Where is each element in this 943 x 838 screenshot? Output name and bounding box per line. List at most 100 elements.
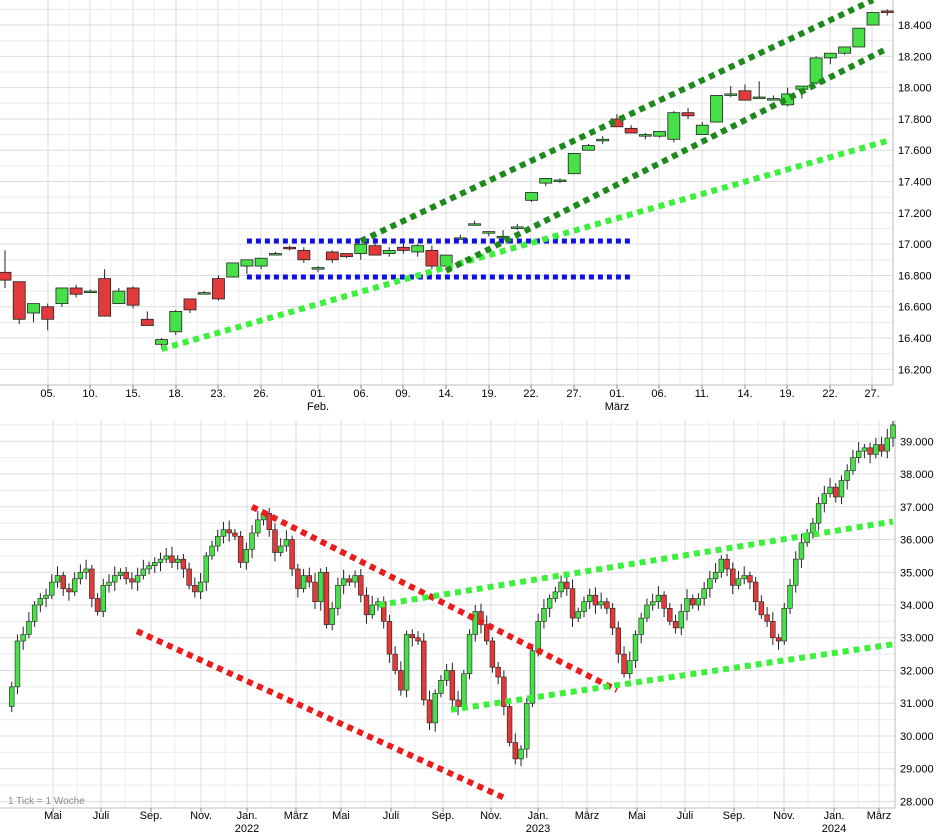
candle-body [890,424,896,439]
candle-body [98,278,112,317]
y-tick-label: 17.200 [898,208,932,220]
candle-body [793,558,799,586]
x-year-label: 2022 [235,823,259,835]
x-tick-label: Jan. [237,810,258,822]
y-tick-label: 33.000 [900,633,934,645]
candle-body [707,578,713,589]
candle-body [747,575,753,583]
candle-body [174,558,181,563]
candle-body [55,287,69,305]
candle-body [735,578,742,586]
x-tick-label: Nov. [480,810,502,822]
candle-body [89,568,95,599]
candle-body [209,545,215,557]
candle-body [123,571,129,580]
candle-body [810,522,816,534]
daily-candles [0,9,894,350]
candle-body [232,532,238,537]
x-tick-label: Jan. [528,810,549,822]
candle-body [564,581,570,589]
candle-body [672,621,679,629]
y-tick-label: 18.000 [898,83,932,95]
candle-body [582,145,595,151]
x-tick-label: Sep. [723,810,746,822]
candle-body [483,624,490,642]
y-tick-label: 17.400 [898,177,932,189]
candle-body [809,57,823,84]
red-downtrend-lower [135,628,507,801]
candle-body [169,555,175,563]
candle-body [552,591,559,599]
candle-body [455,699,461,707]
candle-body [681,112,695,117]
candle-body [354,243,368,254]
candle-body [815,503,822,524]
dow-weekly-candlestick-chart: 28.000 29.000 30.000 31.000 32.000 33.000 34.0… [0,420,943,838]
x-tick-label: 06. [353,388,368,400]
candle-body [569,588,576,619]
candle-body [449,670,456,701]
candle-body [632,634,639,661]
candle-body [738,90,752,101]
candle-body [197,581,204,593]
candle-body [49,581,55,596]
weekly-grid [0,420,896,809]
x-tick-label: März [575,810,599,822]
x-tick-label: Nov. [190,810,212,822]
candle-body [518,748,524,760]
candle-body [884,437,890,452]
x-tick-label: 15. [125,388,140,400]
candle-body [624,127,638,134]
y-tick-label: 38.000 [900,469,934,481]
candle-body [54,575,61,583]
candle-body [140,568,147,576]
candle-body [724,558,730,570]
candle-body [192,585,198,593]
candle-body [329,607,335,625]
x-tick-label: 01. [609,388,624,400]
candle-body [60,575,66,589]
candle-body [855,450,862,458]
candle-body [724,93,738,96]
candle-body [718,558,725,573]
candle-body [112,575,118,583]
candle-body [758,601,765,616]
y-tick-label: 16.200 [898,364,932,376]
candle-body [243,549,250,563]
y-tick-label: 17.000 [898,239,932,251]
candle-body [510,226,524,229]
weekly-chart-svg: 28.000 29.000 30.000 31.000 32.000 33.000 34.0… [0,420,934,835]
candle-body [392,653,398,671]
candle-body [592,594,599,606]
candle-body [197,292,211,295]
y-tick-label: 28.000 [900,796,934,808]
x-tick-label: Sep. [140,810,163,822]
candle-body [12,281,26,320]
x-tick-label: 23. [210,388,225,400]
candle-body [397,246,410,251]
candle-body [226,529,232,534]
y-tick-label: 39.000 [900,436,934,448]
candle-body [140,318,154,326]
candle-body [283,246,297,250]
candle-body [266,513,272,530]
candle-body [255,519,261,534]
candle-body [524,702,530,750]
candle-body [14,640,21,688]
candle-body [438,680,444,694]
candle-body [411,245,425,253]
candle-body [501,676,507,707]
candle-body [667,607,673,622]
candle-body [100,585,106,612]
candle-body [873,444,879,455]
y-tick-label: 16.600 [898,302,932,314]
candle-body [126,287,140,306]
candle-body [844,470,850,481]
candle-body [770,621,776,639]
y-tick-label: 31.000 [900,698,934,710]
candle-body [838,46,851,54]
x-tick-label: 27. [566,388,581,400]
candle-body [323,571,330,625]
x-tick-label: 22. [822,388,837,400]
candle-body [237,535,244,563]
